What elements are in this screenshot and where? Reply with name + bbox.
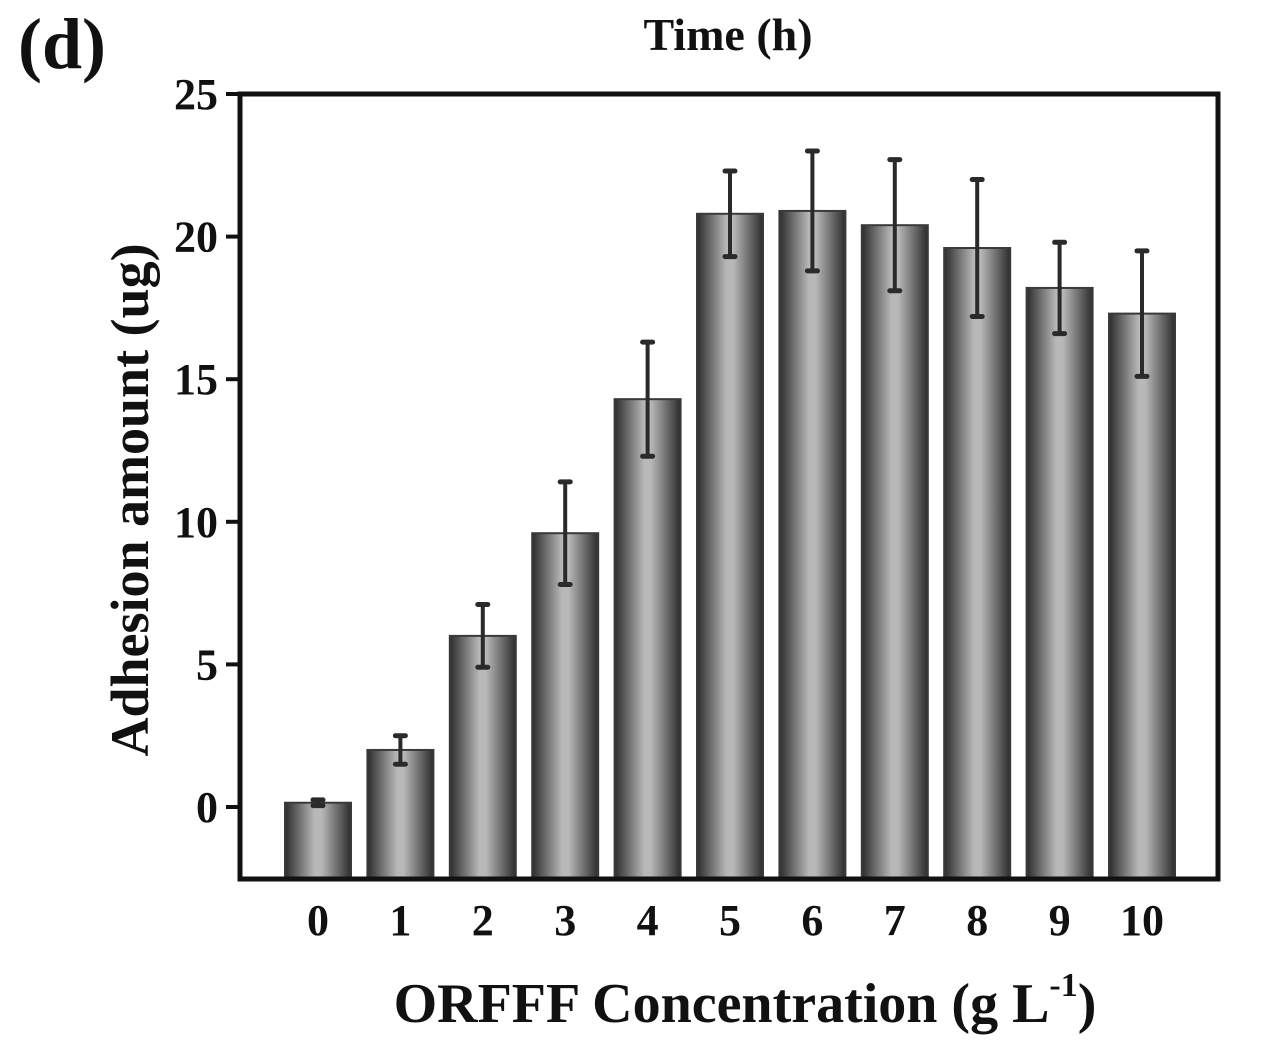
panel-label: (d) <box>18 4 106 84</box>
error-bar-3 <box>557 479 573 588</box>
x-axis-label-main: ORFFF Concentration (g L <box>394 973 1050 1035</box>
x-tick-label-7: 7 <box>884 896 906 945</box>
y-tick-label-5: 5 <box>196 640 218 689</box>
y-tick-label-15: 15 <box>174 355 218 404</box>
x-tick-label-0: 0 <box>307 896 329 945</box>
x-tick-label-2: 2 <box>472 896 494 945</box>
x-tick-label-3: 3 <box>554 896 576 945</box>
error-bar-1 <box>392 733 408 767</box>
x-tick-label-8: 8 <box>966 896 988 945</box>
error-bar-8 <box>969 177 985 319</box>
bar-8 <box>943 247 1012 880</box>
x-tick-label-1: 1 <box>389 896 411 945</box>
bar-2 <box>448 634 517 880</box>
error-bar-0 <box>310 797 326 809</box>
error-bar-4 <box>640 339 656 459</box>
x-tick-label-10: 10 <box>1120 896 1164 945</box>
y-tick-label-20: 20 <box>174 213 218 262</box>
x-tick-label-4: 4 <box>637 896 659 945</box>
x-axis-label-close: ) <box>1078 973 1097 1035</box>
bar-6 <box>778 209 847 880</box>
y-tick-label-0: 0 <box>196 783 218 832</box>
error-bar-2 <box>475 602 491 670</box>
x-tick-label-9: 9 <box>1049 896 1071 945</box>
bar-9 <box>1025 286 1094 881</box>
x-axis-label: ORFFF Concentration (g L-1) <box>394 967 1097 1035</box>
error-bar-9 <box>1052 239 1068 337</box>
y-tick-label-25: 25 <box>174 70 218 119</box>
error-bar-6 <box>804 148 820 274</box>
x-tick-label-6: 6 <box>801 896 823 945</box>
bar-4 <box>613 398 682 880</box>
bars-layer <box>284 209 1176 881</box>
bar-3 <box>531 532 600 880</box>
y-tick-label-10: 10 <box>174 498 218 547</box>
bar-10 <box>1108 312 1176 880</box>
x-axis-ticks: 0 1 2 3 4 5 6 7 8 9 10 <box>307 896 1164 945</box>
y-axis-ticks: 0 5 10 15 20 25 <box>174 70 240 832</box>
error-bar-5 <box>722 168 738 260</box>
error-bar-10 <box>1134 248 1150 379</box>
bar-1 <box>366 748 435 881</box>
bar-7 <box>860 224 929 880</box>
error-bars-layer <box>310 148 1150 809</box>
error-bar-7 <box>887 157 903 294</box>
plot-frame <box>237 91 1221 882</box>
x-tick-label-5: 5 <box>719 896 741 945</box>
x-axis-label-superscript: -1 <box>1049 967 1077 1004</box>
bar-5 <box>696 212 764 880</box>
top-axis-label: Time (h) <box>643 9 812 60</box>
y-axis-label: Adhesion amount (ug) <box>100 243 160 756</box>
bar-0 <box>284 801 352 880</box>
